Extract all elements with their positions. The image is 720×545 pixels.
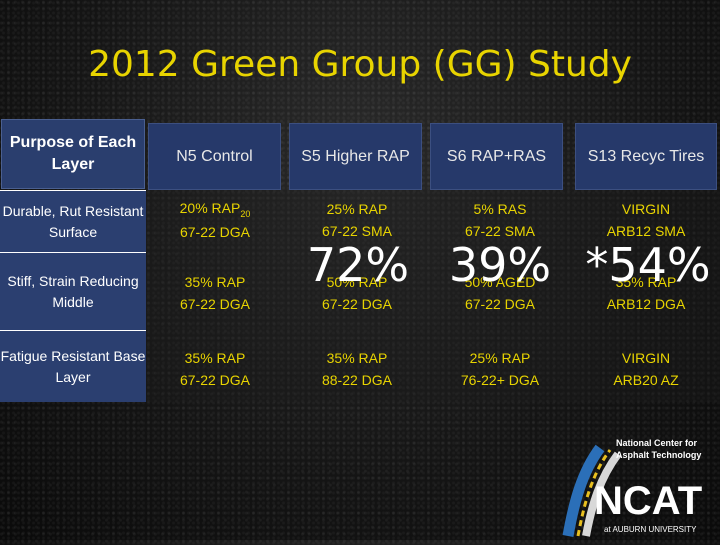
table-cell: 50% RAP 67-22 DGA: [287, 258, 427, 330]
cell-line2: 67-22 DGA: [321, 296, 393, 312]
logo-line1: National Center for: [616, 438, 698, 448]
table-cell: VIRGIN ARB20 AZ: [576, 330, 716, 410]
table-cell: 35% RAP 67-22 DGA: [145, 330, 285, 410]
cell-line2: ARB20 AZ: [613, 372, 679, 388]
cell-line2: 67-22 DGA: [179, 372, 251, 388]
cell-line1: 50% AGED: [464, 274, 536, 291]
cell-line1: 35% RAP: [326, 350, 388, 367]
cell-line1: 25% RAP: [326, 201, 388, 218]
ncat-logo-graphic: National Center for Asphalt Technology N…: [562, 438, 702, 537]
table-cell: 50% AGED 67-22 DGA: [430, 258, 570, 330]
cell-line1: 35% RAP: [615, 274, 677, 291]
slide-title: 2012 Green Group (GG) Study: [88, 44, 632, 85]
row-label-header: Purpose of Each Layer: [1, 119, 145, 189]
logo-footer: at AUBURN UNIVERSITY: [604, 525, 697, 534]
table-cell: 25% RAP 67-22 SMA: [287, 190, 427, 252]
column-header-n5: N5 Control: [148, 123, 281, 190]
table-cell: 20% RAP20 67-22 DGA: [145, 190, 285, 252]
cell-line2: ARB12 SMA: [606, 223, 686, 239]
cell-line2: 67-22 DGA: [179, 224, 251, 241]
cell-line1: VIRGIN: [621, 201, 671, 218]
cell-subscript: 20: [240, 209, 251, 220]
column-header-s5: S5 Higher RAP: [289, 123, 422, 190]
cell-line2: 67-22 SMA: [321, 223, 393, 239]
cell-line2: 67-22 DGA: [179, 296, 251, 312]
overlay-percent-s5: 72%: [306, 238, 410, 292]
cell-line1: 25% RAP: [469, 350, 531, 367]
row-label-surface: Durable, Rut Resistant Surface: [0, 190, 146, 252]
table-cell: 35% RAP ARB12 DGA: [576, 258, 716, 330]
overlay-percent-s13: *54%: [585, 238, 711, 292]
cell-line2: 67-22 SMA: [464, 223, 536, 239]
table-cell: 35% RAP 67-22 DGA: [145, 258, 285, 330]
row-label-middle: Stiff, Strain Reducing Middle: [0, 252, 146, 330]
cell-line1: 35% RAP: [184, 274, 246, 291]
logo-line2: Asphalt Technology: [616, 450, 701, 460]
cell-line2: 88-22 DGA: [321, 372, 393, 388]
cell-line1: 20% RAP20: [179, 200, 251, 220]
cell-line2: 67-22 DGA: [464, 296, 536, 312]
table-cell: 35% RAP 88-22 DGA: [287, 330, 427, 410]
column-header-s13: S13 Recyc Tires: [575, 123, 717, 190]
ncat-logo: National Center for Asphalt Technology N…: [560, 432, 720, 540]
row-label-base: Fatigue Resistant Base Layer: [0, 330, 146, 402]
cell-line1: VIRGIN: [621, 350, 671, 367]
cell-line2: ARB12 DGA: [606, 296, 686, 312]
table-cell: 25% RAP 76-22+ DGA: [430, 330, 570, 410]
cell-line1: 50% RAP: [326, 274, 388, 291]
table-cell: 5% RAS 67-22 SMA: [430, 190, 570, 252]
table-body-background: [146, 190, 720, 402]
overlay-percent-s6: 39%: [448, 238, 552, 292]
column-header-s6: S6 RAP+RAS: [430, 123, 563, 190]
cell-line2: 76-22+ DGA: [460, 372, 540, 388]
logo-acronym: NCAT: [594, 479, 702, 523]
cell-line1: 5% RAS: [473, 201, 527, 218]
cell-line1: 35% RAP: [184, 350, 246, 367]
table-cell: VIRGIN ARB12 SMA: [576, 190, 716, 252]
